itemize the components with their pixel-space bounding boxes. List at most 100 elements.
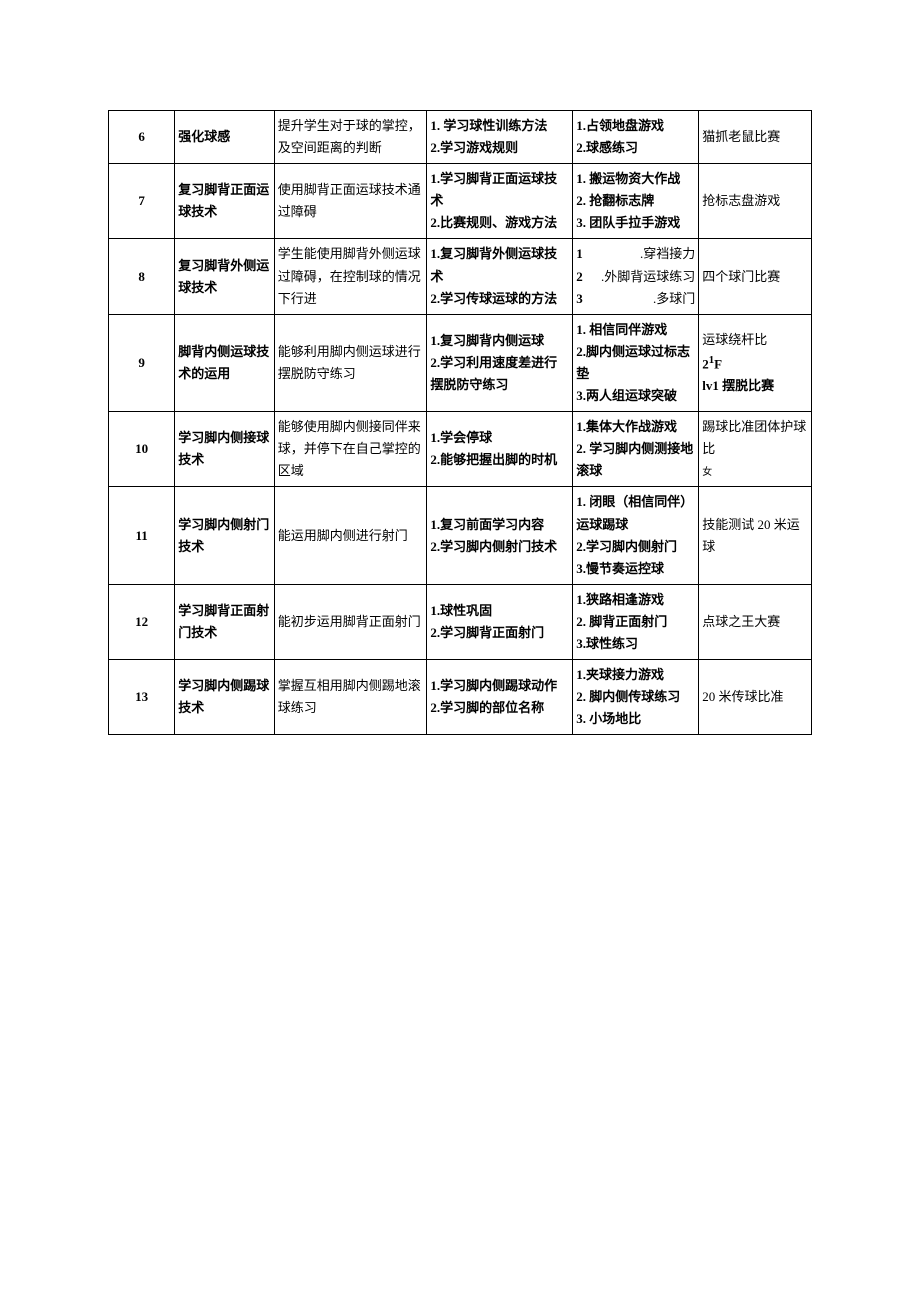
list-item: 2.学习脚内侧射门: [576, 539, 677, 554]
cell-num: 10: [109, 412, 175, 487]
table-row: 10 学习脚内侧接球技术 能够使用脚内侧接同伴来球，并停下在自己掌控的区域 1.…: [109, 412, 812, 487]
game-line: lv1 摆脱比赛: [702, 378, 774, 393]
cell-goal: 掌握互相用脚内侧踢地滚球练习: [274, 660, 427, 735]
list-item: 2.学习脚的部位名称: [430, 700, 544, 715]
list-item: 1.复习脚背内侧运球: [430, 333, 544, 348]
list-item: 1.集体大作战游戏: [576, 419, 677, 434]
cell-game: 猫抓老鼠比赛: [699, 111, 812, 164]
cell-topic: 强化球感: [175, 111, 274, 164]
list-item: 1.复习前面学习内容: [430, 517, 544, 532]
list-item: 2. 抢翻标志牌: [576, 193, 654, 208]
cell-num: 11: [109, 487, 175, 584]
cell-game: 运球绕杆比 21F lv1 摆脱比赛: [699, 314, 812, 411]
cell-know: 1.学习脚背正面运球技术 2.比赛规则、游戏方法: [427, 164, 573, 239]
list-num: 3: [576, 288, 583, 310]
cell-topic: 复习脚背外侧运球技术: [175, 239, 274, 314]
cell-num: 12: [109, 584, 175, 659]
list-item: 2. 学习脚内侧测接地滚球: [576, 441, 693, 478]
cell-goal: 能够利用脚内侧运球进行摆脱防守练习: [274, 314, 427, 411]
cell-proc: 1. 搬运物资大作战 2. 抢翻标志牌 3. 团队手拉手游戏: [573, 164, 699, 239]
cell-know: 1.球性巩固 2.学习脚背正面射门: [427, 584, 573, 659]
cell-goal: 能够使用脚内侧接同伴来球，并停下在自己掌控的区域: [274, 412, 427, 487]
cell-topic: 学习脚内侧射门技术: [175, 487, 274, 584]
list-item: 3.两人组运球突破: [576, 388, 677, 403]
list-item: 2. 脚背正面射门: [576, 614, 667, 629]
list-item: 1.占领地盘游戏: [576, 118, 664, 133]
cell-game: 四个球门比赛: [699, 239, 812, 314]
cell-game: 20 米传球比准: [699, 660, 812, 735]
cell-goal: 使用脚背正面运球技术通过障碍: [274, 164, 427, 239]
list-item: 1.夹球接力游戏: [576, 667, 664, 682]
cell-goal: 提升学生对于球的掌控，及空间距离的判断: [274, 111, 427, 164]
cell-proc: 1.占领地盘游戏 2.球感练习: [573, 111, 699, 164]
cell-know: 1.学习脚内侧踢球动作 2.学习脚的部位名称: [427, 660, 573, 735]
list-item: 3. 团队手拉手游戏: [576, 215, 680, 230]
table-row: 9 脚背内侧运球技术的运用 能够利用脚内侧运球进行摆脱防守练习 1.复习脚背内侧…: [109, 314, 812, 411]
cell-proc: 1. 相信同伴游戏 2.脚内侧运球过标志垫 3.两人组运球突破: [573, 314, 699, 411]
cell-game: 抢标志盘游戏: [699, 164, 812, 239]
table-row: 13 学习脚内侧踢球技术 掌握互相用脚内侧踢地滚球练习 1.学习脚内侧踢球动作 …: [109, 660, 812, 735]
list-item: 1.学习脚背正面运球技术: [430, 171, 557, 208]
list-item: 2.学习利用速度差进行摆脱防守练习: [430, 355, 557, 392]
cell-game: 技能测试 20 米运球: [699, 487, 812, 584]
cell-proc: 1.狭路相逢游戏 2. 脚背正面射门 3.球性练习: [573, 584, 699, 659]
cell-topic: 学习脚背正面射门技术: [175, 584, 274, 659]
cell-know: 1.复习脚背内侧运球 2.学习利用速度差进行摆脱防守练习: [427, 314, 573, 411]
game-code: F: [714, 356, 722, 371]
list-item: 3.球性练习: [576, 636, 638, 651]
list-item: 2.学习脚内侧射门技术: [430, 539, 557, 554]
cell-game: 点球之王大赛: [699, 584, 812, 659]
list-item: 1.学习脚内侧踢球动作: [430, 678, 557, 693]
list-text: .多球门: [653, 288, 695, 310]
cell-game: 踢球比准团体护球比 女: [699, 412, 812, 487]
list-item: 2.学习游戏规则: [430, 140, 518, 155]
game-line-small: 女: [702, 467, 712, 478]
list-item: 2.学习传球运球的方法: [430, 291, 557, 306]
cell-know: 1.复习前面学习内容 2.学习脚内侧射门技术: [427, 487, 573, 584]
list-item: 1.球性巩固: [430, 603, 492, 618]
list-num: 1: [576, 243, 583, 265]
list-item: 1.学会停球: [430, 430, 492, 445]
table-row: 11 学习脚内侧射门技术 能运用脚内侧进行射门 1.复习前面学习内容 2.学习脚…: [109, 487, 812, 584]
list-item: 1. 相信同伴游戏: [576, 322, 667, 337]
list-text: .外脚背运球练习: [601, 266, 695, 288]
cell-topic: 学习脚内侧接球技术: [175, 412, 274, 487]
cell-goal: 学生能使用脚背外侧运球过障碍，在控制球的情况下行进: [274, 239, 427, 314]
list-item: 1. 闭眼（相信同伴）运球踢球: [576, 494, 693, 531]
cell-goal: 能运用脚内侧进行射门: [274, 487, 427, 584]
lesson-plan-table: 6 强化球感 提升学生对于球的掌控，及空间距离的判断 1. 学习球性训练方法 2…: [108, 110, 812, 735]
cell-proc: 1.集体大作战游戏 2. 学习脚内侧测接地滚球: [573, 412, 699, 487]
cell-num: 9: [109, 314, 175, 411]
list-item: 2.能够把握出脚的时机: [430, 452, 557, 467]
game-line: 踢球比准团体护球比: [702, 419, 806, 456]
cell-num: 6: [109, 111, 175, 164]
list-item: 1. 学习球性训练方法: [430, 118, 547, 133]
game-line: 运球绕杆比: [702, 332, 767, 347]
cell-proc: 1.夹球接力游戏 2. 脚内侧传球练习 3. 小场地比: [573, 660, 699, 735]
table-row: 7 复习脚背正面运球技术 使用脚背正面运球技术通过障碍 1.学习脚背正面运球技术…: [109, 164, 812, 239]
cell-know: 1. 学习球性训练方法 2.学习游戏规则: [427, 111, 573, 164]
cell-proc: 1. 闭眼（相信同伴）运球踢球 2.学习脚内侧射门 3.慢节奏运控球: [573, 487, 699, 584]
list-item: 1.复习脚背外侧运球技术: [430, 246, 557, 283]
cell-proc: 1 .穿裆接力 2 .外脚背运球练习 3 .多球门: [573, 239, 699, 314]
table-row: 6 强化球感 提升学生对于球的掌控，及空间距离的判断 1. 学习球性训练方法 2…: [109, 111, 812, 164]
list-item: 2.学习脚背正面射门: [430, 625, 544, 640]
list-item: 2. 脚内侧传球练习: [576, 689, 680, 704]
cell-topic: 学习脚内侧踢球技术: [175, 660, 274, 735]
cell-num: 7: [109, 164, 175, 239]
list-item: 3. 小场地比: [576, 711, 641, 726]
cell-topic: 脚背内侧运球技术的运用: [175, 314, 274, 411]
cell-topic: 复习脚背正面运球技术: [175, 164, 274, 239]
list-text: .穿裆接力: [640, 243, 695, 265]
list-item: 1.狭路相逢游戏: [576, 592, 664, 607]
cell-know: 1.复习脚背外侧运球技术 2.学习传球运球的方法: [427, 239, 573, 314]
list-item: 3.慢节奏运控球: [576, 561, 664, 576]
cell-goal: 能初步运用脚背正面射门: [274, 584, 427, 659]
list-item: 2.球感练习: [576, 140, 638, 155]
cell-know: 1.学会停球 2.能够把握出脚的时机: [427, 412, 573, 487]
document-page: 6 强化球感 提升学生对于球的掌控，及空间距离的判断 1. 学习球性训练方法 2…: [0, 0, 920, 795]
list-item: 2.脚内侧运球过标志垫: [576, 344, 690, 381]
list-num: 2: [576, 266, 583, 288]
cell-num: 13: [109, 660, 175, 735]
table-row: 8 复习脚背外侧运球技术 学生能使用脚背外侧运球过障碍，在控制球的情况下行进 1…: [109, 239, 812, 314]
